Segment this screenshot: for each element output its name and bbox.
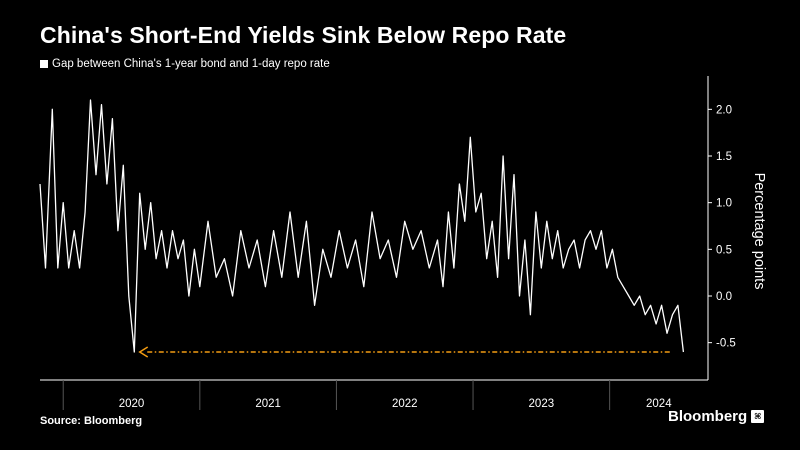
legend-label: Gap between China's 1-year bond and 1-da… [52, 58, 330, 70]
x-tick-label: 2022 [392, 398, 418, 410]
bloomberg-icon: ⌘ [751, 410, 765, 423]
y-tick-label: -0.5 [716, 338, 736, 350]
y-tick-label: 1.0 [716, 198, 732, 210]
y-axis-title: Percentage points [751, 173, 767, 290]
y-tick-label: 0.5 [716, 244, 732, 256]
legend: Gap between China's 1-year bond and 1-da… [40, 58, 330, 70]
x-tick-label: 2023 [529, 398, 555, 410]
axes: 2.0 1.5 1.0 0.5 0.0 -0.5 2020 2021 2022 2023 2024 P… [40, 76, 767, 410]
chart-title: China's Short-End Yields Sink Below Repo… [40, 22, 567, 48]
x-tick-label: 2021 [255, 398, 281, 410]
source-note: Source: Bloomberg [40, 415, 143, 427]
y-tick-label: 2.0 [716, 104, 732, 116]
y-tick-label: 0.0 [716, 291, 732, 303]
series-line [39, 99, 685, 353]
y-tick-label: 1.5 [716, 151, 732, 163]
x-tick-label: 2020 [119, 398, 145, 410]
brand-text: Bloomberg [668, 408, 748, 425]
bloomberg-logo: Bloomberg ⌘ [668, 408, 765, 425]
x-tick-label: 2024 [646, 398, 672, 410]
legend-swatch [40, 60, 48, 68]
annotation-arrowhead [138, 346, 149, 358]
